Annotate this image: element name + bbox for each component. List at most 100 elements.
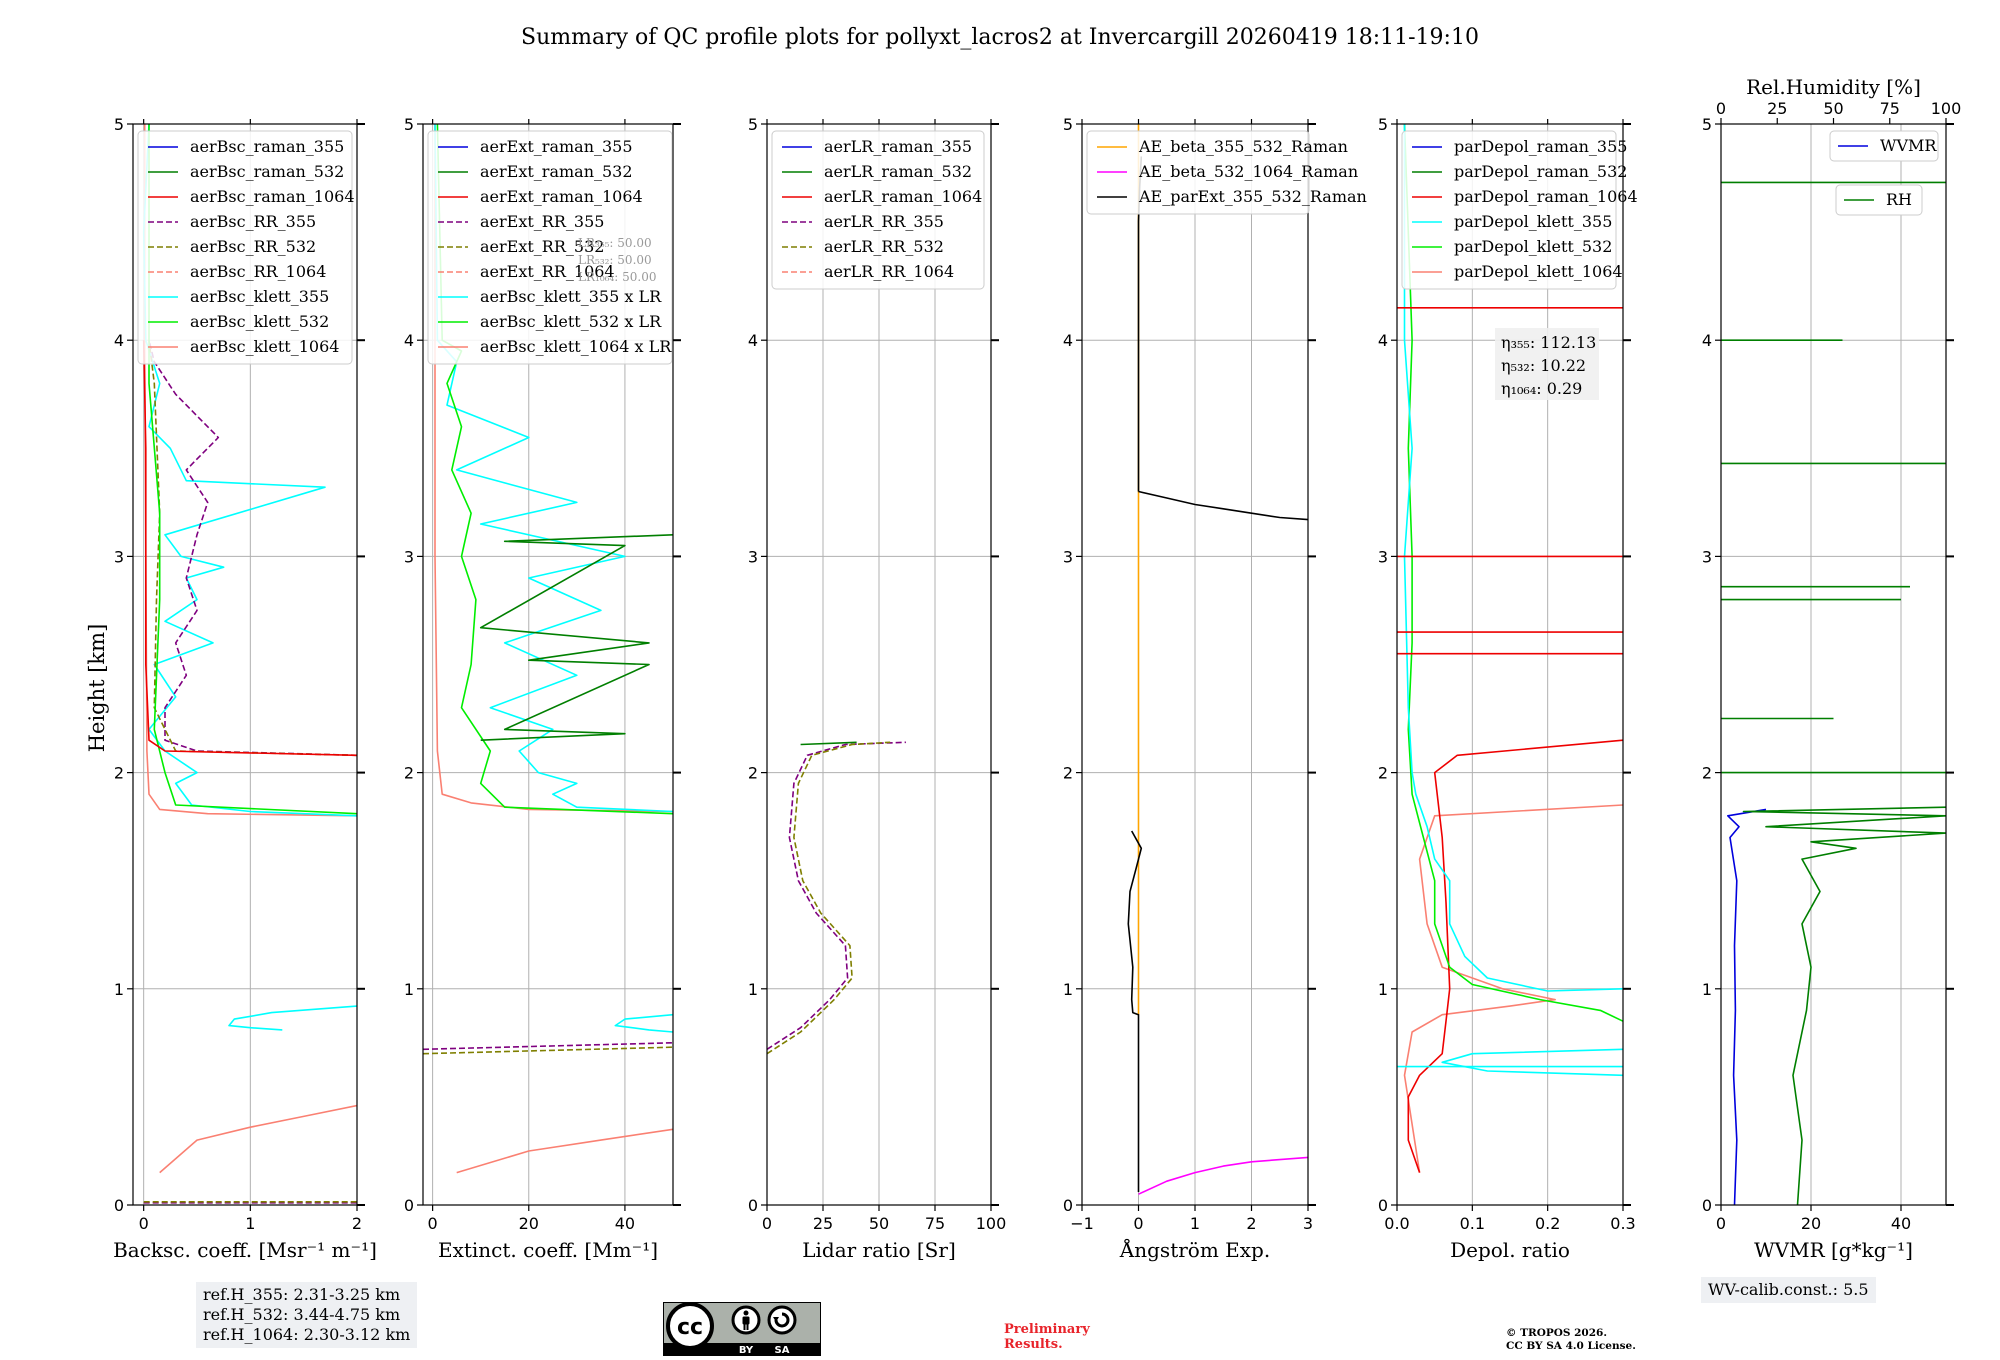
legend-label: aerLR_RR_1064	[824, 262, 954, 281]
series-line-aerBsc_klett_355 x LR	[614, 1013, 673, 1033]
x-tick-label: 50	[869, 1214, 889, 1233]
axes-frame	[422, 123, 674, 1206]
y-tick-label: 0	[748, 1196, 758, 1215]
legend-label: aerExt_RR_355	[480, 212, 604, 231]
eta-annotation: η₃₅₅: 112.13	[1501, 333, 1596, 352]
y-tick-label: 3	[748, 547, 758, 566]
x-tick-label: −1	[1070, 1214, 1094, 1233]
series-line-aerBsc_klett_1064	[159, 1104, 357, 1174]
y-tick-label: 2	[748, 764, 758, 783]
y-tick-label: 5	[114, 115, 124, 134]
copyright-line-2: CC BY SA 4.0 License.	[1506, 1340, 1636, 1352]
series-line-aerExt_RR_532	[423, 1046, 673, 1055]
series-line-parDepol_klett_355	[1403, 124, 1623, 992]
x-axis-label: WVMR [g*kg⁻¹]	[1754, 1238, 1913, 1262]
eta-annotation: η₅₃₂: 10.22	[1501, 356, 1586, 375]
preliminary-results-note: Preliminary Results.	[1004, 1322, 1090, 1352]
y-tick-label: 0	[1702, 1196, 1712, 1215]
y-tick-label: 1	[114, 980, 124, 999]
y-tick-label: 1	[1378, 980, 1388, 999]
y-tick-label: 4	[1378, 331, 1388, 350]
legend-label: aerLR_raman_532	[824, 162, 972, 181]
legend-label: aerExt_RR_532	[480, 237, 604, 256]
legend-label: aerLR_RR_532	[824, 237, 944, 256]
x-tick-label: 0	[1133, 1214, 1143, 1233]
series-line-aerBsc_RR_355	[148, 340, 357, 757]
x-tick-label: 20	[1801, 1214, 1821, 1233]
legend-label: aerExt_raman_1064	[480, 187, 643, 206]
y-tick-label: 5	[1063, 115, 1073, 134]
legend-label-rh: RH	[1886, 190, 1912, 209]
x-tick-label: 1	[1190, 1214, 1200, 1233]
top-x-tick-label: 25	[1767, 99, 1787, 118]
lr-annotation: LR₁₀₆₄: 50.00	[578, 270, 656, 284]
legend-label: AE_beta_355_532_Raman	[1138, 137, 1348, 156]
series-line-aerLR_RR_532	[767, 741, 891, 1055]
x-tick-label: 2	[1246, 1214, 1256, 1233]
legend-label: aerExt_raman_532	[480, 162, 633, 181]
y-tick-label: 1	[1702, 980, 1712, 999]
x-tick-label: 0	[139, 1214, 149, 1233]
legend-label: aerBsc_RR_1064	[190, 262, 326, 281]
legend-label: aerBsc_raman_355	[190, 137, 344, 156]
y-tick-label: 3	[404, 547, 414, 566]
y-tick-label: 3	[1063, 547, 1073, 566]
series-line-aerBsc_klett_1064 x LR	[456, 1128, 673, 1174]
x-tick-label: 40	[615, 1214, 635, 1233]
eta-annotation-box	[1495, 328, 1599, 400]
x-tick-label: 0	[762, 1214, 772, 1233]
top-x-tick-label: 75	[1880, 99, 1900, 118]
series-line-AE_parExt_355_532_Raman	[1138, 490, 1308, 521]
x-tick-label: 25	[813, 1214, 833, 1233]
legend-label: parDepol_klett_532	[1454, 237, 1612, 256]
top-axis-label: Rel.Humidity [%]	[1746, 75, 1921, 99]
legend-label: parDepol_raman_1064	[1454, 187, 1638, 206]
series-group	[1397, 124, 1623, 1173]
y-tick-label: 2	[404, 764, 414, 783]
legend-label: aerBsc_klett_1064	[190, 337, 339, 356]
legend-label: aerLR_raman_1064	[824, 187, 982, 206]
legend-label: aerBsc_klett_355	[190, 287, 329, 306]
y-axis-label: Height [km]	[85, 624, 109, 753]
legend-box	[771, 130, 985, 290]
panel-water_vapor: 0 20 40 0 1 2 3 4 5 WVMR [g*kg⁻¹] 0 25 50 75 100 Rel.Hu…	[1702, 75, 1961, 1262]
legend-box-wvmr	[1829, 130, 1939, 162]
series-line-aerBsc_klett_532	[148, 124, 357, 815]
y-tick-label: 0	[404, 1196, 414, 1215]
x-tick-label: 0.1	[1460, 1214, 1485, 1233]
y-tick-label: 3	[1702, 547, 1712, 566]
figure-title: Summary of QC profile plots for pollyxt_…	[521, 25, 1479, 50]
axes-frame	[1720, 123, 1947, 1206]
series-line-AE_beta_532_1064_Raman	[1138, 1156, 1308, 1195]
series-line-aerBsc_RR_532	[148, 340, 357, 757]
legend-label: aerExt_RR_1064	[480, 262, 615, 281]
y-tick-label: 2	[114, 764, 124, 783]
x-tick-label: 3	[1303, 1214, 1313, 1233]
sa-share-icon	[767, 1305, 797, 1335]
lr-annotation: LR₃₅₅: 50.00	[578, 236, 652, 250]
series-line-WVMR	[1727, 808, 1767, 1205]
ref-height-1064: ref.H_1064: 2.30-3.12 km	[203, 1325, 411, 1344]
x-axis-label: Backsc. coeff. [Msr⁻¹ m⁻¹]	[113, 1238, 377, 1262]
preliminary-line-1: Preliminary	[1004, 1322, 1090, 1337]
series-line-aerBsc_raman_1064	[142, 340, 357, 757]
x-tick-label: 100	[976, 1214, 1007, 1233]
x-tick-label: 0.3	[1610, 1214, 1635, 1233]
panel-extinction: 0 20 40 0 1 2 3 4 5 Extinct. coeff. [Mm⁻¹] aerExt_…	[404, 115, 681, 1262]
series-line-aerExt_RR_355	[423, 1042, 673, 1051]
svg-text:cc: cc	[677, 1315, 703, 1340]
x-tick-label: 2	[352, 1214, 362, 1233]
x-tick-label: 0	[1716, 1214, 1726, 1233]
copyright-note: © TROPOS 2026. CC BY SA 4.0 License.	[1506, 1327, 1636, 1353]
y-tick-label: 2	[1063, 764, 1073, 783]
legend-label: aerBsc_klett_532 x LR	[480, 312, 662, 331]
series-line-parDepol_klett_355	[1441, 1048, 1623, 1077]
by-person-icon	[731, 1305, 761, 1335]
y-tick-label: 5	[404, 115, 414, 134]
top-x-tick-label: 50	[1823, 99, 1843, 118]
panel-lidar_ratio: 0 25 50 75 100 0 1 2 3 4 5 Lidar ratio [Sr] aerLR_ra…	[748, 115, 1006, 1262]
y-tick-label: 3	[1378, 547, 1388, 566]
panel-backscatter: 0 1 2 0 1 2 3 4 5 Backsc. coeff. [Msr⁻¹ m⁻¹] aerBs…	[113, 115, 377, 1262]
